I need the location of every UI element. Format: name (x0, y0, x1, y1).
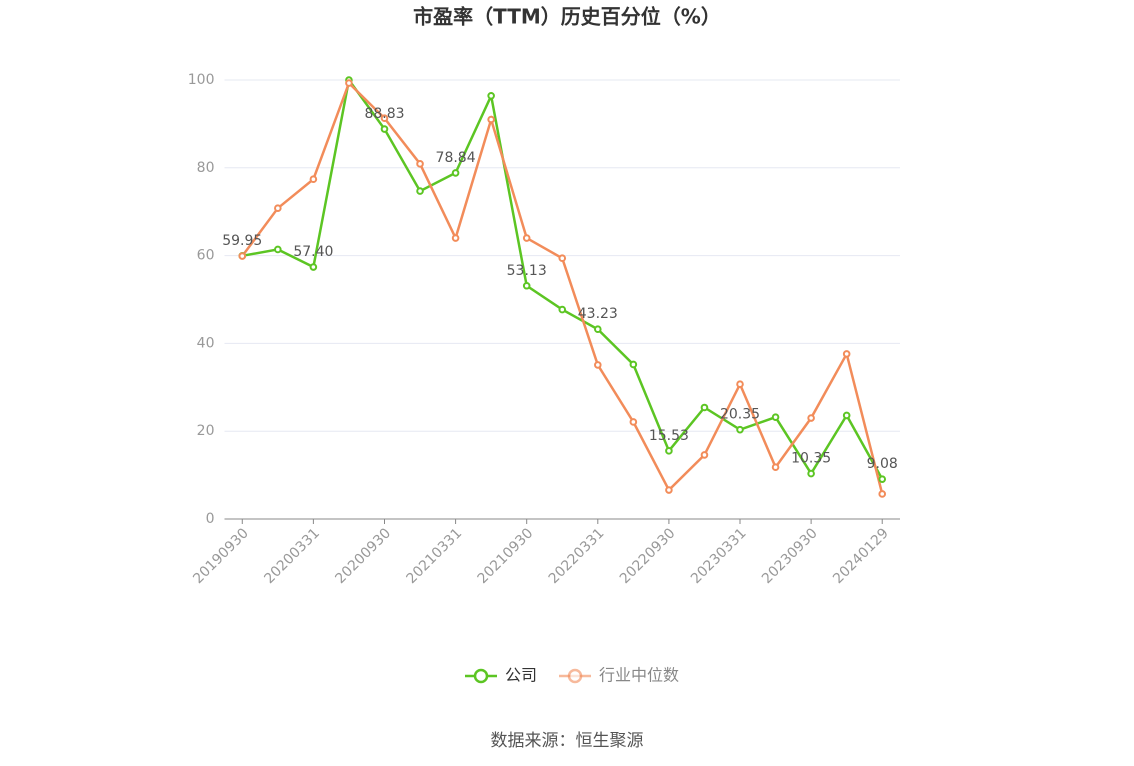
data-point (558, 305, 567, 314)
data-label: 9.08 (867, 456, 898, 472)
y-tick-label: 40 (197, 335, 215, 351)
x-tick-label: 20240129 (830, 525, 892, 587)
data-point (309, 175, 318, 184)
x-tick-label: 20230331 (688, 525, 750, 587)
data-label: 78.84 (436, 150, 476, 166)
data-label: 20.35 (720, 407, 760, 423)
data-point (309, 263, 318, 271)
data-point (380, 114, 389, 122)
data-point (416, 160, 424, 168)
data-point (594, 361, 602, 369)
data-point (700, 403, 709, 412)
y-tick-label: 100 (188, 72, 215, 88)
y-tick-label: 20 (197, 423, 215, 439)
data-point (274, 204, 282, 212)
data-point (807, 414, 815, 422)
data-point (736, 380, 744, 389)
legend-marker (473, 668, 489, 684)
data-point (238, 252, 247, 260)
legend-marker (567, 668, 583, 684)
legend-item[interactable]: 行业中位数 (559, 666, 679, 685)
y-tick-label: 0 (206, 511, 215, 527)
legend-label: 行业中位数 (599, 666, 679, 685)
data-point (558, 254, 567, 263)
legend-item[interactable]: 公司 (465, 666, 537, 685)
data-point (842, 350, 851, 358)
data-label: 43.23 (578, 306, 618, 322)
data-point (771, 413, 780, 421)
data-point (842, 411, 851, 420)
data-point (522, 234, 531, 242)
data-point (380, 125, 389, 133)
data-label: 57.40 (293, 244, 333, 260)
data-point (416, 187, 424, 195)
data-point (451, 169, 460, 177)
x-tick-label: 20190930 (190, 525, 252, 587)
data-point (594, 325, 602, 334)
data-label: 53.13 (507, 263, 547, 279)
data-point (274, 245, 282, 254)
x-tick-label: 20220930 (617, 525, 679, 587)
data-point (878, 490, 887, 498)
data-point (451, 234, 460, 242)
x-tick-label: 20220331 (546, 525, 608, 587)
data-point (522, 281, 531, 290)
data-label: 59.95 (222, 233, 262, 249)
data-point (807, 469, 815, 478)
x-tick-label: 20200331 (261, 525, 323, 587)
legend-label: 公司 (505, 666, 537, 685)
chart-title: 市盈率（TTM）历史百分位（%） (413, 5, 721, 29)
data-point (487, 115, 495, 124)
data-point (771, 463, 780, 471)
source-note: 数据来源：恒生聚源 (491, 731, 644, 751)
x-tick-label: 20210930 (475, 525, 537, 587)
data-point (345, 79, 353, 87)
x-tick-label: 20230930 (759, 525, 821, 587)
y-tick-label: 80 (197, 160, 215, 176)
y-tick-label: 60 (197, 248, 215, 264)
data-point (629, 360, 638, 369)
series-line (242, 76, 884, 480)
data-point (665, 447, 673, 455)
data-point (700, 451, 709, 459)
data-point (629, 418, 638, 426)
data-point (487, 92, 495, 100)
data-label: 88.83 (364, 106, 404, 122)
x-tick-label: 20200930 (332, 525, 394, 587)
x-tick-label: 20210331 (404, 525, 466, 587)
data-point (665, 486, 673, 494)
data-label: 15.53 (649, 428, 689, 444)
data-point (878, 475, 887, 483)
data-point (736, 425, 744, 434)
data-label: 10.35 (791, 451, 831, 467)
